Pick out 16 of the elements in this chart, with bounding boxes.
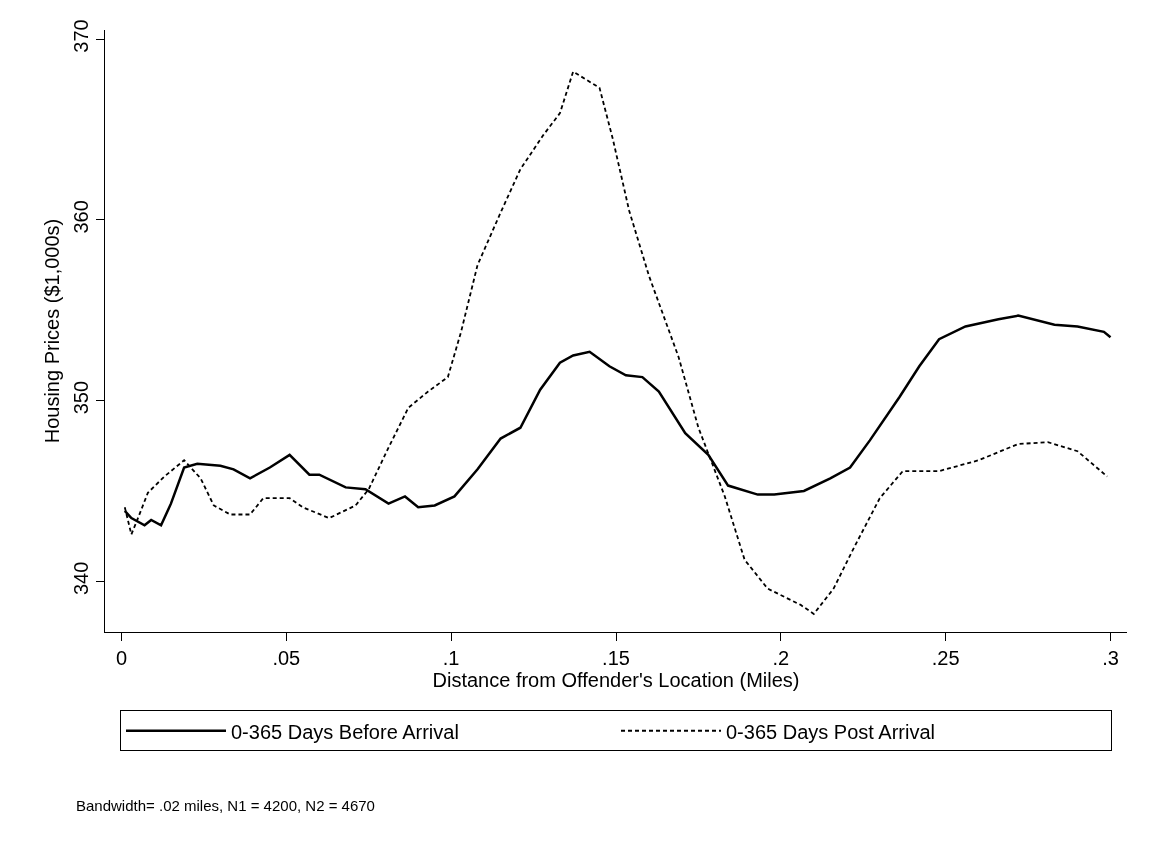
y-tick-label: 370	[69, 19, 92, 53]
x-tick-label: .3	[1102, 647, 1119, 670]
x-tick-label: .2	[772, 647, 790, 670]
x-tick-label: .25	[931, 647, 960, 670]
y-axis-title: Housing Prices ($1,000s)	[41, 218, 64, 444]
y-tick-label: 350	[69, 380, 92, 415]
x-tick-label: 0	[115, 647, 128, 670]
legend-label: 0-365 Days Post Arrival	[726, 720, 935, 743]
x-tick-label: .15	[602, 647, 630, 670]
y-tick-label: 360	[69, 200, 92, 234]
x-tick-label: .05	[272, 647, 301, 670]
x-tick-label: .1	[442, 647, 460, 670]
text: Bandwidth= .02 miles, N1 = 4200, N2 = 4670	[76, 797, 375, 814]
legend-label: 0-365 Days Before Arrival	[231, 720, 459, 743]
y-tick-label: 340	[69, 561, 92, 596]
x-axis-title: Distance from Offender's Location (Miles)	[432, 669, 800, 692]
